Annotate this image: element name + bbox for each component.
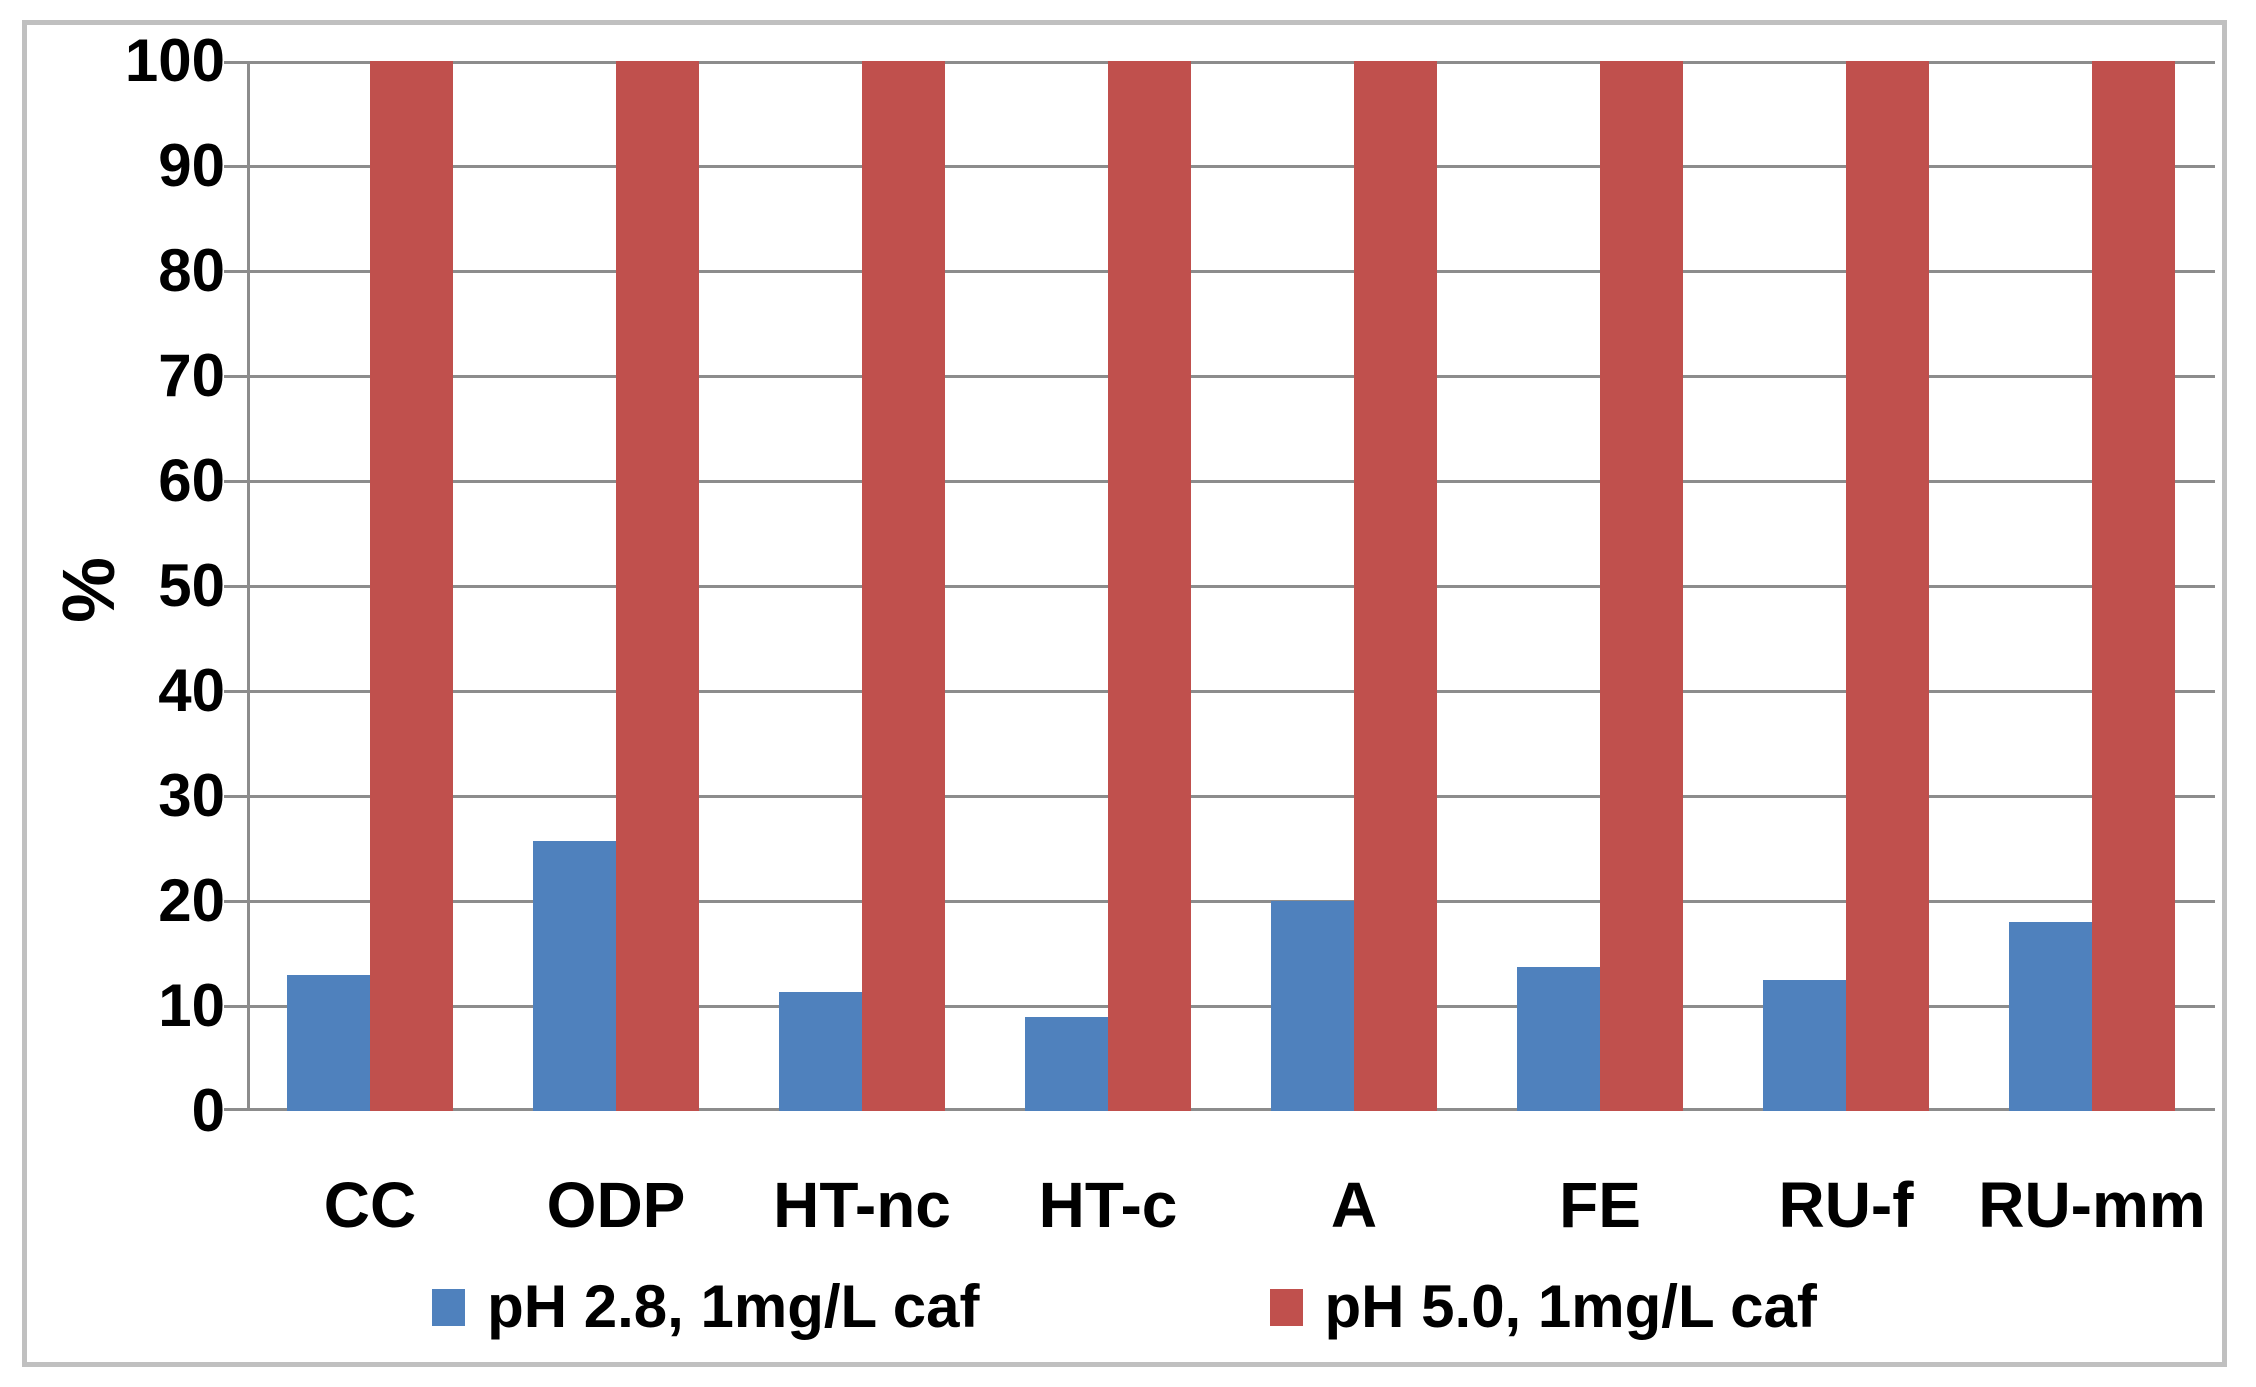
bar xyxy=(2092,61,2175,1111)
bars xyxy=(247,61,2215,1111)
x-tick-label: A xyxy=(1330,1169,1378,1241)
x-tick-label: FE xyxy=(1559,1169,1641,1241)
bar xyxy=(533,841,616,1111)
bar xyxy=(1271,901,1354,1111)
y-tick-label: 80 xyxy=(158,237,225,304)
bar xyxy=(2009,922,2092,1111)
gridline xyxy=(247,900,2215,903)
gridline xyxy=(247,795,2215,798)
gridline xyxy=(247,690,2215,693)
gridline xyxy=(247,375,2215,378)
bar-group-HT-nc xyxy=(739,61,985,1111)
y-axis-tick-mark xyxy=(224,1108,247,1111)
y-axis-tick-mark xyxy=(224,900,247,903)
gridline xyxy=(247,270,2215,273)
bar-group-ODP xyxy=(493,61,739,1111)
bar-group-FE xyxy=(1477,61,1723,1111)
y-axis-tick-mark xyxy=(224,375,247,378)
gridline xyxy=(247,585,2215,588)
y-axis-tick-mark xyxy=(224,1005,247,1008)
gridline xyxy=(247,1108,2215,1111)
y-tick-label: 40 xyxy=(158,657,225,724)
x-tick-label: RU-f xyxy=(1778,1169,1914,1241)
gridline xyxy=(247,1005,2215,1008)
y-axis-tick-mark xyxy=(224,690,247,693)
y-axis-tick-mark xyxy=(224,480,247,483)
bar xyxy=(1600,61,1683,1111)
bar xyxy=(779,992,862,1111)
bar xyxy=(1354,61,1437,1111)
bar xyxy=(1108,61,1191,1111)
plot-area xyxy=(224,61,2215,1111)
x-tick-label: HT-c xyxy=(1038,1169,1178,1241)
y-axis-tick-mark xyxy=(224,165,247,168)
bar xyxy=(1025,1016,1108,1111)
bar-group-CC xyxy=(247,61,493,1111)
x-tick-label: ODP xyxy=(546,1169,686,1241)
x-tick-label: HT-nc xyxy=(773,1169,951,1241)
y-tick-label: 30 xyxy=(158,762,225,829)
bar xyxy=(862,61,945,1111)
legend: pH 2.8, 1mg/L caf pH 5.0, 1mg/L caf xyxy=(27,1277,2222,1337)
gridline xyxy=(247,480,2215,483)
legend-item: pH 2.8, 1mg/L caf xyxy=(432,1273,980,1340)
y-tick-label: 100 xyxy=(124,27,225,94)
y-axis-tick-labels: 100 90 80 70 60 50 40 30 20 10 0 xyxy=(27,31,225,1141)
gridline xyxy=(247,61,2215,64)
y-tick-label: 90 xyxy=(158,132,225,199)
legend-swatch xyxy=(432,1288,466,1326)
bar xyxy=(287,974,370,1111)
legend-item: pH 5.0, 1mg/L caf xyxy=(1269,1273,1817,1340)
bar xyxy=(616,61,699,1111)
y-axis-tick-mark xyxy=(224,270,247,273)
bar xyxy=(1763,979,1846,1111)
bar-group-RU-mm xyxy=(1969,61,2215,1111)
y-axis-tick-mark xyxy=(224,585,247,588)
y-axis-tick-mark xyxy=(224,795,247,798)
y-tick-label: 0 xyxy=(191,1077,225,1144)
x-axis-labels: CC ODP HT-nc HT-c A FE RU-f RU-mm xyxy=(247,1173,2215,1237)
bar-group-RU-f xyxy=(1723,61,1969,1111)
y-tick-label: 50 xyxy=(158,552,225,619)
bar xyxy=(370,61,453,1111)
y-tick-label: 20 xyxy=(158,867,225,934)
legend-swatch xyxy=(1269,1288,1303,1326)
bar-group-HT-c xyxy=(985,61,1231,1111)
y-axis-tick-mark xyxy=(224,61,247,64)
legend-label: pH 5.0, 1mg/L caf xyxy=(1324,1273,1817,1340)
bar xyxy=(1846,61,1929,1111)
bar xyxy=(1517,967,1600,1111)
gridline xyxy=(247,165,2215,168)
x-tick-label: RU-mm xyxy=(1978,1169,2206,1241)
legend-label: pH 2.8, 1mg/L caf xyxy=(487,1273,980,1340)
bar-group-A xyxy=(1231,61,1477,1111)
chart-frame: % 100 90 80 70 60 50 40 30 20 10 0 CC ODP HT-nc HT-c A… xyxy=(22,20,2227,1367)
y-tick-label: 10 xyxy=(158,972,225,1039)
x-tick-label: CC xyxy=(323,1169,417,1241)
y-tick-label: 70 xyxy=(158,342,225,409)
y-tick-label: 60 xyxy=(158,447,225,514)
